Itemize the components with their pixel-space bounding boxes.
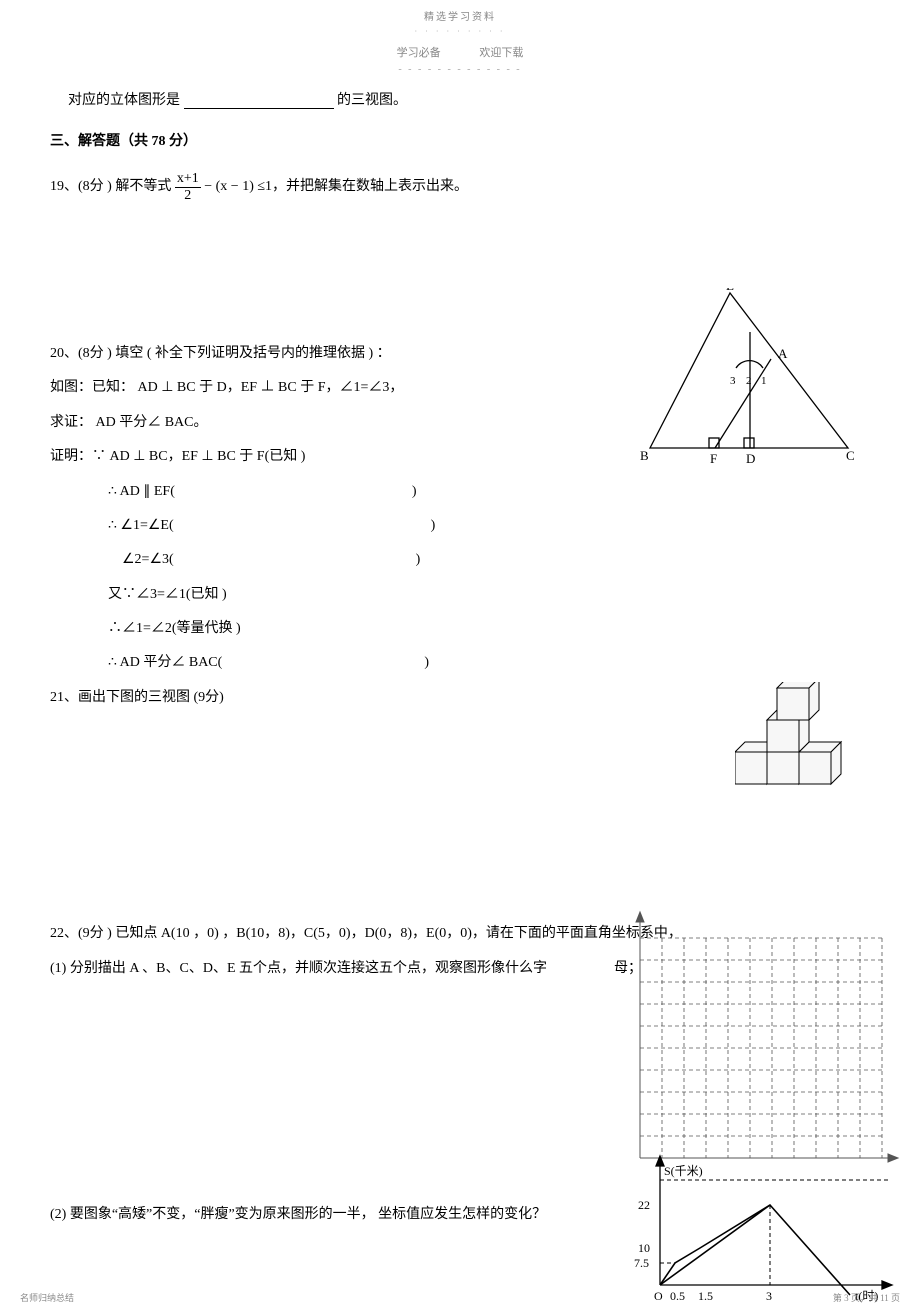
ytick-75: 7.5	[634, 1256, 649, 1270]
st-graph: S(千米) 22 10 7.5 O 0.5 1.5 3 t(时)	[620, 1150, 900, 1305]
fill-suffix: 的三视图。	[337, 93, 407, 108]
q19-label: 19、(8分 ) 解不等式	[50, 179, 171, 194]
header-right: 欢迎下载	[479, 47, 523, 59]
q20-diagram: E A B C F D 1 2 3	[640, 288, 860, 473]
q20-p5: 又∵∠3=∠1(已知 )	[50, 584, 870, 606]
q20-p7: ∴ AD 平分∠ BAC( )	[50, 652, 870, 674]
q20-p3: ∴ ∠1=∠E( )	[50, 515, 870, 537]
label-F: F	[710, 451, 717, 466]
label-B: B	[640, 448, 649, 463]
xtick-O: O	[654, 1289, 663, 1303]
label-A: A	[778, 346, 788, 361]
fill-end-line: 对应的立体图形是 的三视图。	[50, 90, 870, 112]
q22-sub1-text: (1) 分别描出 A 、B、C、D、E 五个点，并顺次连接这五个点，观察图形像什…	[50, 961, 547, 976]
q20-p3-close: )	[431, 518, 436, 533]
q19-fraction: x+1 2	[175, 171, 201, 203]
q22-grid	[630, 908, 900, 1168]
header-dashes: - - - - - - - - - - - - -	[0, 62, 920, 78]
xtick-3: 3	[766, 1289, 772, 1303]
q21-diagram	[735, 682, 855, 797]
q19-den: 2	[175, 188, 201, 203]
q19: 19、(8分 ) 解不等式 x+1 2 − (x − 1) ≤1，并把解集在数轴…	[50, 171, 870, 203]
q19-rest: − (x − 1) ≤1，并把解集在数轴上表示出来。	[204, 179, 468, 194]
xtick-05: 0.5	[670, 1289, 685, 1303]
q20-p4-text: ∠2=∠3(	[122, 552, 174, 567]
header-top: 精选学习资料	[0, 10, 920, 26]
label-1: 1	[761, 375, 767, 387]
graph-ylabel: S(千米)	[664, 1164, 703, 1178]
fill-prefix: 对应的立体图形是	[68, 93, 180, 108]
ytick-22: 22	[638, 1198, 650, 1212]
header-dots: · · · · · · · · ·	[0, 26, 920, 39]
q20-p7-text: ∴ AD 平分∠ BAC(	[108, 655, 222, 670]
q20-p4-close: )	[416, 552, 421, 567]
q20-p3-text: ∴ ∠1=∠E(	[108, 518, 174, 533]
q20-p2: ∴ AD ∥ EF( )	[50, 481, 870, 503]
header-mid: 学习必备 欢迎下载	[0, 45, 920, 63]
label-D: D	[746, 451, 755, 466]
label-C: C	[846, 448, 855, 463]
label-3: 3	[730, 375, 736, 387]
label-2: 2	[746, 375, 752, 387]
fill-blank	[184, 94, 334, 109]
section-3-title: 三、解答题（共 78 分）	[50, 131, 870, 153]
q19-num: x+1	[175, 171, 201, 187]
q20-p2-text: ∴ AD ∥ EF(	[108, 484, 175, 499]
q20-p4: ∠2=∠3( )	[50, 549, 870, 571]
xtick-15: 1.5	[698, 1289, 713, 1303]
ytick-10: 10	[638, 1241, 650, 1255]
q20-p7-close: )	[424, 655, 429, 670]
q20-p2-close: )	[412, 484, 417, 499]
header-left: 学习必备	[397, 47, 441, 59]
label-E: E	[726, 288, 734, 293]
q20-p6: ∴∠1=∠2(等量代换 )	[50, 618, 870, 640]
